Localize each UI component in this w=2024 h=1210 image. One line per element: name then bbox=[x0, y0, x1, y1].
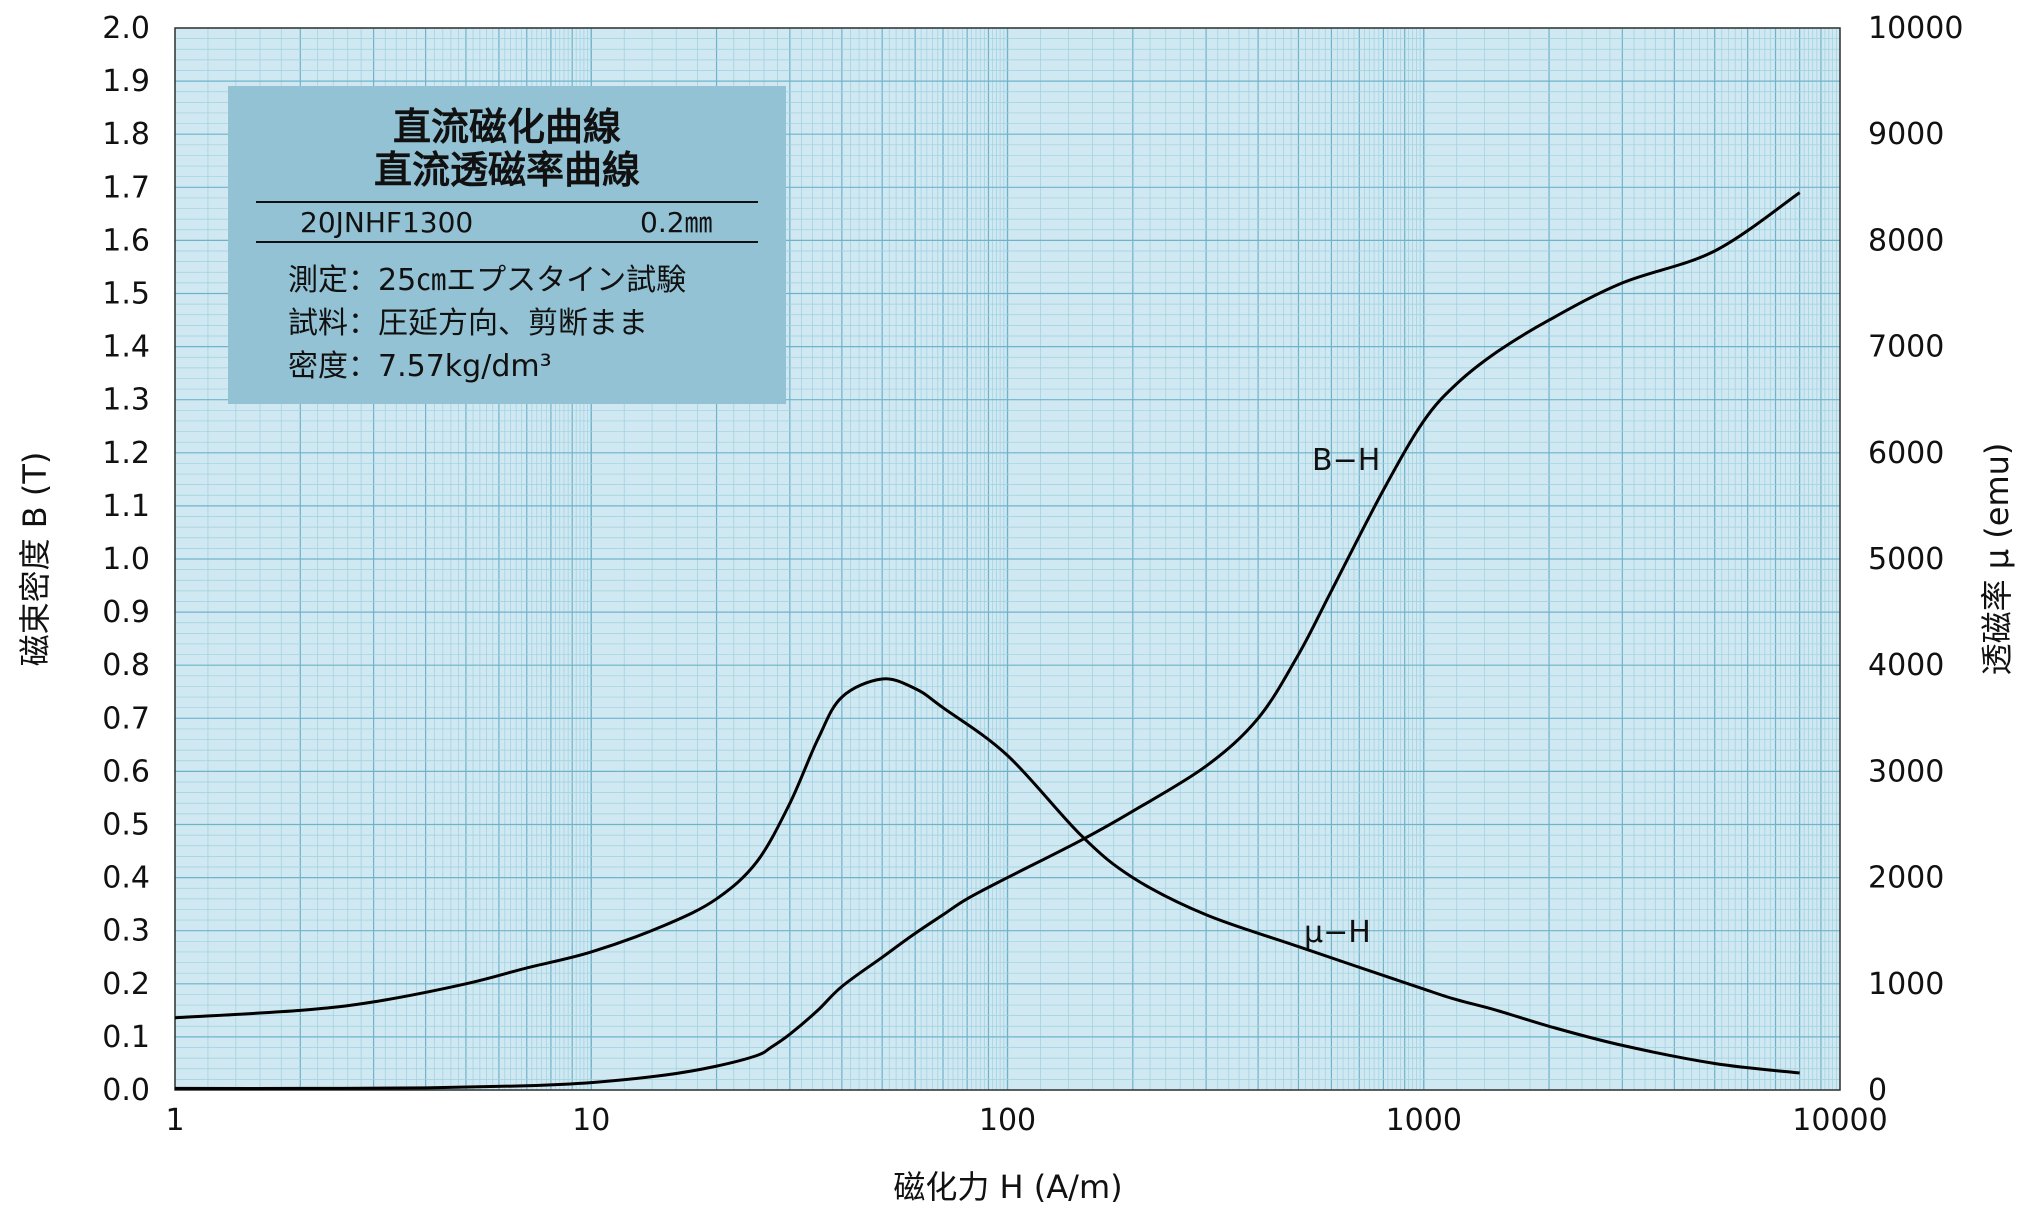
plot-frame bbox=[174, 27, 1841, 1091]
y-right-tick-label: 1000 bbox=[1868, 967, 1944, 1002]
y-left-tick-label: 1.8 bbox=[102, 117, 150, 152]
y-right-tick-label: 9000 bbox=[1868, 117, 1944, 152]
y-right-tick-label: 3000 bbox=[1868, 754, 1944, 789]
y-left-tick-label: 1.6 bbox=[102, 223, 150, 258]
info-title-line1: 直流磁化曲線 bbox=[393, 105, 621, 149]
y-left-axis-title: 磁束密度 B (T) bbox=[16, 452, 54, 667]
x-tick-label: 10000 bbox=[1792, 1103, 1887, 1138]
x-tick-labels: 1 10 100 1000 10000 bbox=[165, 1103, 1887, 1138]
info-box: 直流磁化曲線 直流透磁率曲線 20JNHF1300 0.2㎜ 測定：25㎝エプス… bbox=[228, 86, 786, 404]
y-left-tick-label: 0.0 bbox=[102, 1073, 150, 1108]
y-left-tick-label: 1.9 bbox=[102, 64, 150, 99]
annotation-mu: μ−H bbox=[1304, 915, 1371, 950]
x-tick-label: 100 bbox=[979, 1103, 1036, 1138]
y-right-tick-label: 7000 bbox=[1868, 330, 1944, 365]
info-sample: 試料：圧延方向、剪断まま bbox=[288, 306, 648, 341]
y-left-tick-label: 2.0 bbox=[102, 11, 150, 46]
y-right-tick-label: 4000 bbox=[1868, 648, 1944, 683]
x-axis-title: 磁化力 H (A/m) bbox=[893, 1168, 1122, 1206]
y-left-tick-label: 0.9 bbox=[102, 595, 150, 630]
info-thickness: 0.2㎜ bbox=[640, 206, 713, 239]
y-right-tick-label: 0 bbox=[1868, 1073, 1887, 1108]
y-left-tick-label: 1.5 bbox=[102, 277, 150, 312]
b-h-curve bbox=[174, 191, 1801, 1090]
y-left-tick-label: 0.4 bbox=[102, 861, 150, 896]
info-title-line2: 直流透磁率曲線 bbox=[374, 148, 640, 192]
y-left-tick-label: 0.7 bbox=[102, 701, 150, 736]
y-left-tick-label: 1.3 bbox=[102, 383, 150, 418]
info-grade: 20JNHF1300 bbox=[300, 206, 473, 239]
grid bbox=[174, 27, 1841, 1091]
mu-h-curve bbox=[174, 677, 1800, 1075]
y-left-tick-label: 1.4 bbox=[102, 330, 150, 365]
y-left-tick-label: 1.1 bbox=[102, 489, 150, 524]
info-density: 密度：7.57kg/dm³ bbox=[288, 349, 552, 384]
x-tick-label: 1 bbox=[165, 1103, 184, 1138]
y-left-tick-label: 1.2 bbox=[102, 436, 150, 471]
info-measure: 測定：25㎝エプスタイン試験 bbox=[288, 263, 686, 298]
y-left-tick-label: 0.1 bbox=[102, 1020, 150, 1055]
x-tick-label: 1000 bbox=[1386, 1103, 1462, 1138]
x-tick-label: 10 bbox=[572, 1103, 610, 1138]
y-right-tick-label: 2000 bbox=[1868, 861, 1944, 896]
y-left-tick-label: 0.3 bbox=[102, 914, 150, 949]
curves bbox=[174, 191, 1801, 1090]
y-right-tick-label: 6000 bbox=[1868, 436, 1944, 471]
y-right-tick-label: 10000 bbox=[1868, 11, 1963, 46]
info-box-background bbox=[228, 86, 786, 404]
y-left-tick-label: 0.2 bbox=[102, 967, 150, 1002]
annotation-bh: B−H bbox=[1312, 443, 1380, 478]
y-left-tick-label: 1.0 bbox=[102, 542, 150, 577]
y-left-tick-label: 0.5 bbox=[102, 808, 150, 843]
y-left-tick-labels: 0.0 0.1 0.2 0.3 0.4 0.5 0.6 0.7 0.8 0.9 1.0 1.1 1.2 1… bbox=[102, 11, 150, 1108]
y-left-tick-label: 1.7 bbox=[102, 170, 150, 205]
y-right-tick-label: 8000 bbox=[1868, 223, 1944, 258]
y-left-tick-label: 0.8 bbox=[102, 648, 150, 683]
y-left-tick-label: 0.6 bbox=[102, 754, 150, 789]
y-right-tick-label: 5000 bbox=[1868, 542, 1944, 577]
y-right-tick-labels: 0 1000 2000 3000 4000 5000 6000 7000 8000 9000 100… bbox=[1868, 11, 1963, 1108]
y-right-axis-title: 透磁率 μ (emu) bbox=[1978, 443, 2016, 676]
